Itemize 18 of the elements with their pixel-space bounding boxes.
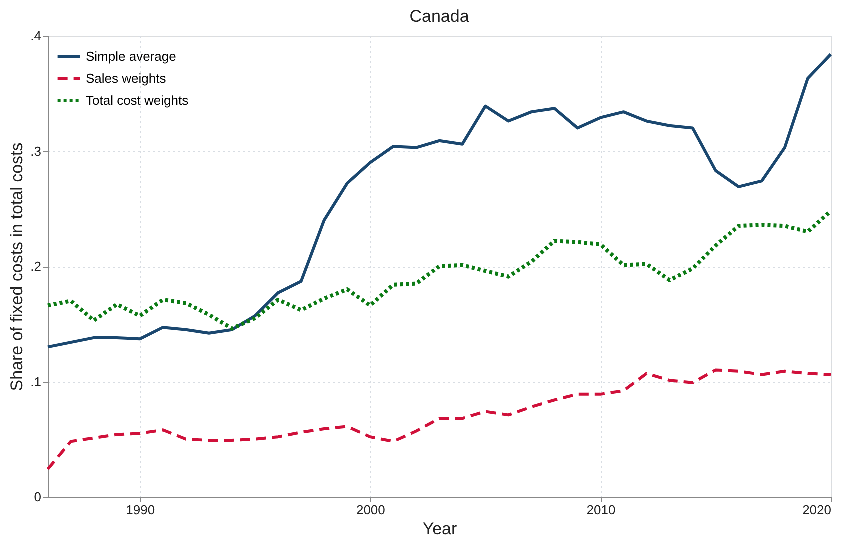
y-tick-label: 0: [34, 490, 42, 504]
x-tick-label: 2010: [586, 502, 616, 518]
legend-label: Simple average: [86, 49, 176, 64]
line-series: [46, 368, 832, 471]
x-axis-title: Year: [422, 520, 458, 538]
chart-title: Canada: [410, 7, 470, 26]
x-tick-label: 1990: [126, 502, 156, 518]
y-tick-label: .3: [30, 144, 42, 159]
x-tick-label: 2020: [802, 502, 832, 518]
legend-label: Sales weights: [86, 71, 167, 86]
y-tick-label: .4: [30, 28, 42, 44]
line-series: [46, 52, 832, 349]
legend-label: Total cost weights: [86, 93, 190, 108]
line-series: [46, 209, 833, 331]
y-tick-label: .1: [30, 374, 42, 390]
y-axis-title: Share of fixed costs in total costs: [8, 142, 27, 392]
x-tick-label: 2000: [356, 502, 386, 518]
y-tick-label: .2: [30, 259, 42, 274]
